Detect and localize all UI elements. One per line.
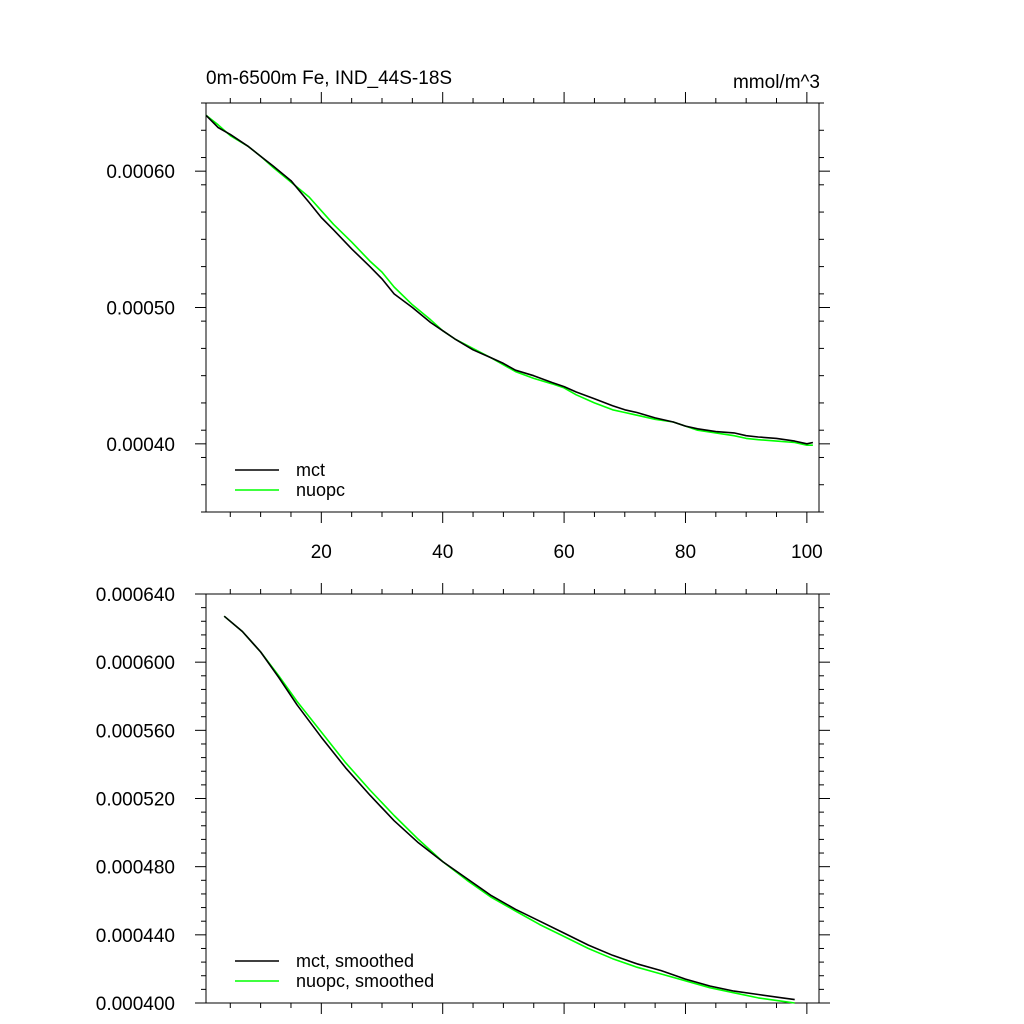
series-line-mct bbox=[205, 114, 814, 445]
legend-label: nuopc, smoothed bbox=[296, 971, 434, 991]
series-line-nuopc-smoothed bbox=[223, 615, 795, 1004]
y-tick-label: 0.000400 bbox=[96, 994, 175, 1015]
x-tick-label: 60 bbox=[554, 542, 575, 563]
x-tick-label: 80 bbox=[675, 542, 696, 563]
y-tick-label: 0.00040 bbox=[106, 435, 175, 456]
legend-label: nuopc bbox=[296, 480, 345, 500]
series-line-mct-smoothed bbox=[223, 615, 795, 1001]
plot-frame bbox=[205, 102, 820, 513]
x-tick-label: 20 bbox=[311, 542, 332, 563]
y-tick-label: 0.000560 bbox=[96, 721, 175, 742]
bottom-panel: 0.000400 0.000440 0.000480 0.000520 0.000560… bbox=[96, 583, 830, 1015]
plot-frame bbox=[205, 593, 820, 1004]
y-tick-label: 0.00060 bbox=[106, 162, 175, 183]
chart-title: 0m-6500m Fe, IND_44S-18S bbox=[206, 68, 452, 89]
y-tick-label: 0.00050 bbox=[106, 299, 175, 320]
legend-label: mct, smoothed bbox=[296, 951, 414, 971]
x-tick-label: 40 bbox=[432, 542, 453, 563]
legend-label: mct bbox=[296, 460, 325, 480]
y-tick-label: 0.000600 bbox=[96, 653, 175, 674]
x-tick-label: 100 bbox=[791, 542, 823, 563]
y-tick-label: 0.000520 bbox=[96, 790, 175, 811]
y-tick-label: 0.000480 bbox=[96, 858, 175, 879]
y-tick-label: 0.000640 bbox=[96, 585, 175, 606]
top-panel: 20 40 60 80 100 0.00040 0.00050 0.00060 0m-6500m… bbox=[106, 68, 830, 563]
units-label: mmol/m^3 bbox=[733, 72, 820, 93]
series-line-nuopc bbox=[205, 114, 813, 446]
y-tick-label: 0.000440 bbox=[96, 926, 175, 947]
